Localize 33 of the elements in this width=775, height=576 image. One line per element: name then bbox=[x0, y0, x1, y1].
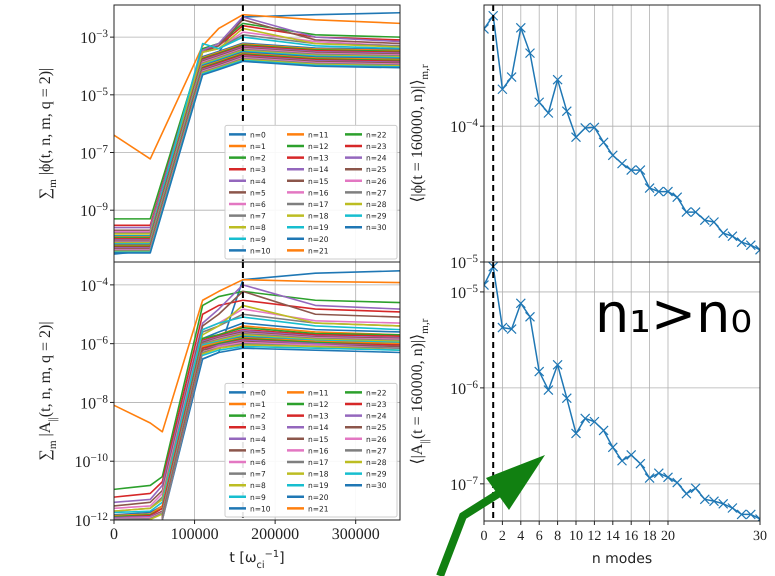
x-tick-label: 30 bbox=[753, 529, 767, 544]
y-tick-label: 10$^{−8}$ bbox=[80, 393, 108, 412]
x-tick-label: 18 bbox=[642, 529, 657, 544]
y-tick-label: 10$^{−7}$ bbox=[450, 474, 478, 494]
x-tick-label: 6 bbox=[536, 529, 543, 544]
y-tick-label: 10$^{−5}$ bbox=[450, 282, 478, 302]
y-tick-label: 10$^{−4}$ bbox=[450, 117, 478, 136]
x-tick-label: 12 bbox=[587, 529, 602, 544]
y-tick-label: 10$^{−10}$ bbox=[74, 452, 108, 472]
x-tick-label: 200000 bbox=[251, 526, 300, 543]
x-tick-label: 2 bbox=[498, 529, 506, 544]
x-tick-label: 100000 bbox=[170, 526, 219, 543]
y-tick-label: 10$^{−9}$ bbox=[80, 201, 108, 220]
y-tick-label: 10$^{−3}$ bbox=[80, 28, 108, 48]
y-tick-label: 10$^{−5}$ bbox=[80, 86, 108, 105]
x-axis-title: n modes bbox=[592, 551, 652, 567]
y-tick-label: 10$^{−7}$ bbox=[80, 144, 108, 163]
y-tick-label: 10$^{−5}$ bbox=[450, 253, 478, 272]
y-tick-label: 10$^{−6}$ bbox=[450, 378, 478, 398]
annotation: n₁>n₀ bbox=[595, 282, 752, 345]
y-tick-label: 10$^{−4}$ bbox=[80, 276, 108, 295]
x-tick-label: 300000 bbox=[332, 526, 380, 543]
x-tick-label: 10 bbox=[569, 529, 583, 544]
x-tick-label: 0 bbox=[480, 529, 488, 544]
x-tick-label: 0 bbox=[110, 526, 118, 543]
x-axis-title: t [ω$_{ci}$$^{−1}$] bbox=[229, 548, 285, 570]
y-tick-label: 10$^{−12}$ bbox=[74, 511, 108, 530]
x-tick-label: 20 bbox=[661, 529, 675, 544]
x-tick-label: 4 bbox=[517, 529, 524, 544]
x-tick-label: 14 bbox=[606, 529, 620, 544]
y-tick-label: 10$^{−6}$ bbox=[80, 334, 108, 354]
x-tick-label: 16 bbox=[624, 529, 638, 544]
x-tick-label: 8 bbox=[554, 529, 562, 544]
